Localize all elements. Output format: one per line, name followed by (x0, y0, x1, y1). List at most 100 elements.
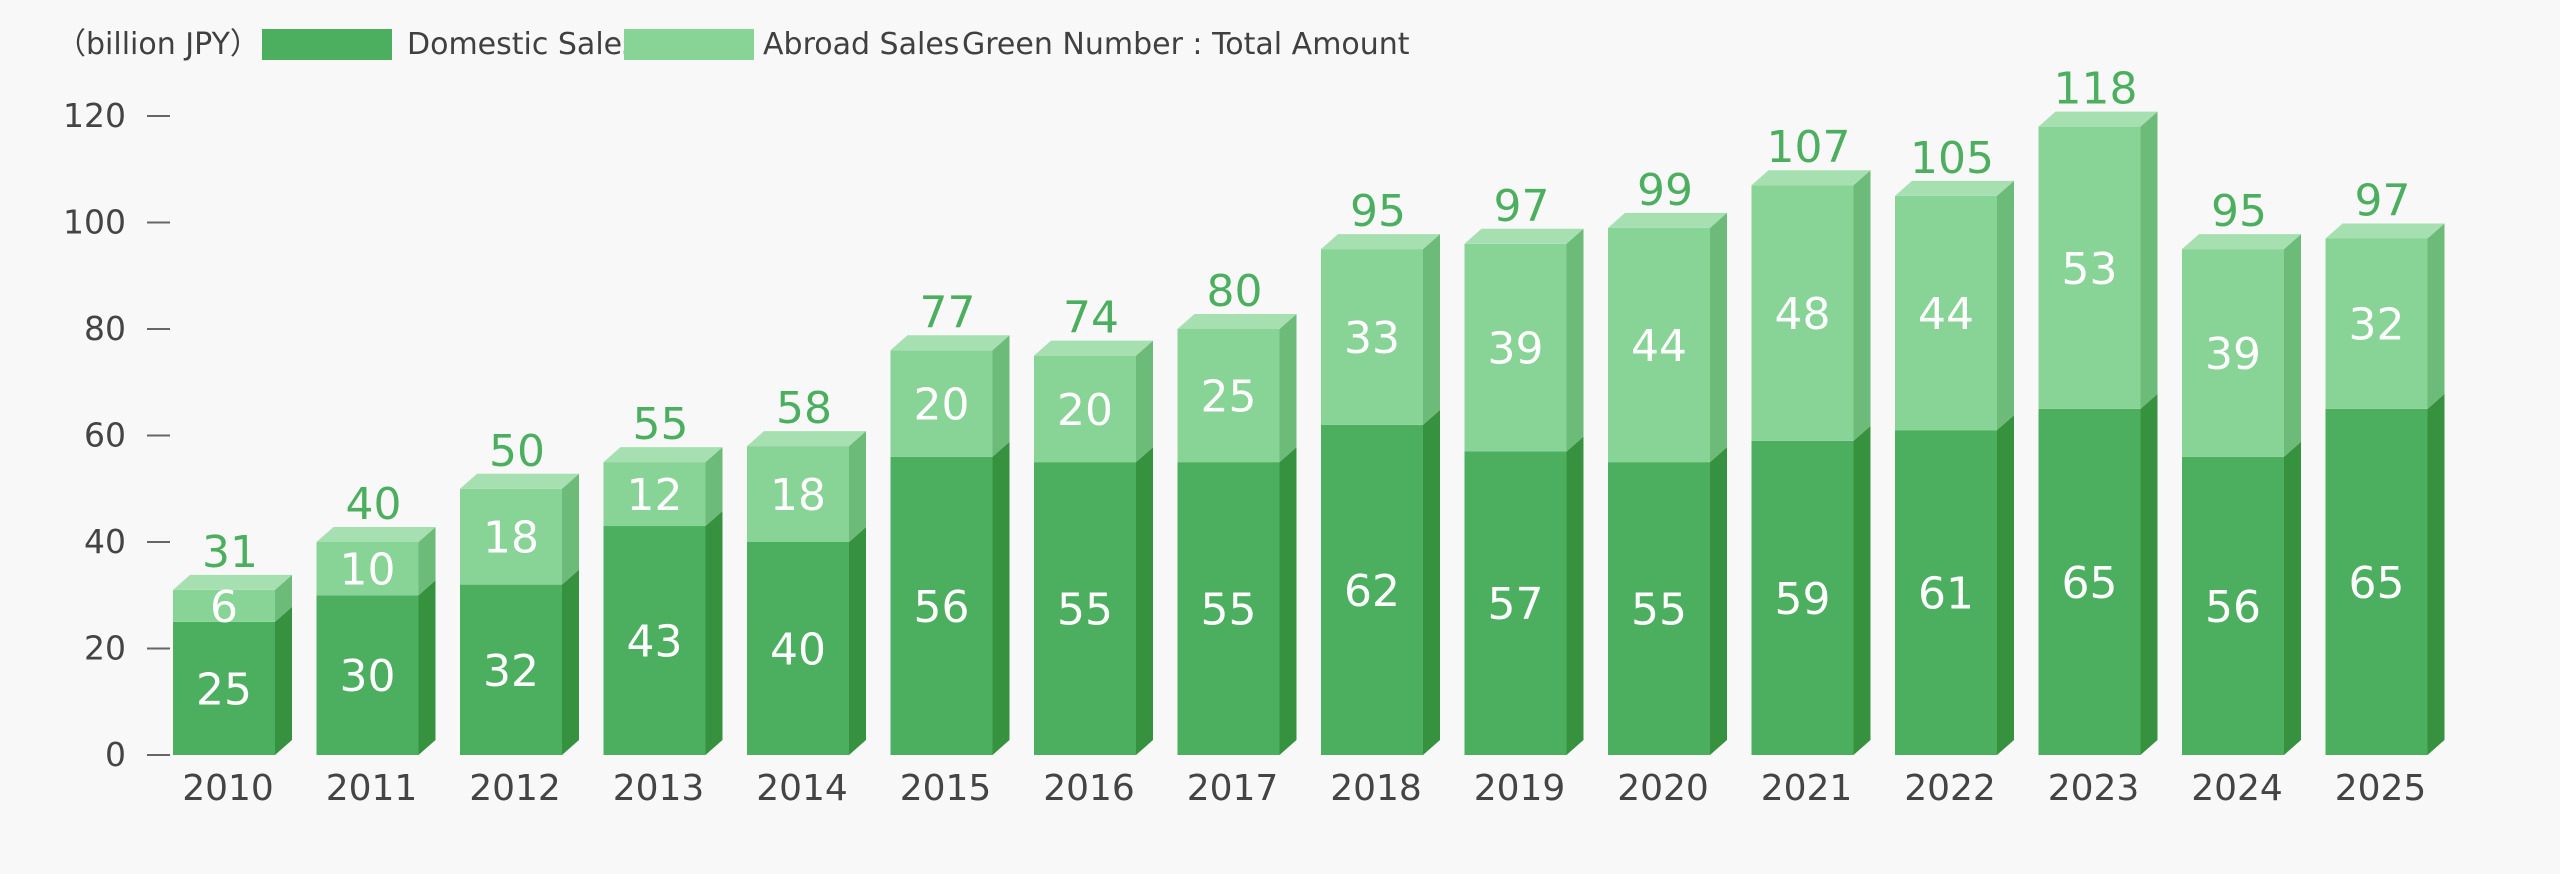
data-label-domestic-2020: 55 (1631, 585, 1687, 636)
data-label-abroad-2025: 32 (2349, 300, 2405, 351)
bar-domestic-2018 (1321, 424, 1423, 755)
bar-top-2013 (603, 447, 723, 463)
total-label-2019: 97 (1494, 181, 1550, 232)
bar-domestic-side-2017 (1279, 447, 1297, 755)
bar-group-2019: 57 39 97 (1464, 181, 1584, 755)
bar-abroad-side-2017 (1279, 314, 1297, 463)
total-label-2022: 105 (1910, 133, 1994, 184)
bar-domestic-2023 (2038, 408, 2141, 755)
bar-domestic-side-2021 (1853, 425, 1871, 755)
bar-domestic-2014 (747, 542, 849, 755)
bar-domestic-side-2015 (992, 441, 1010, 755)
bar-domestic-2020 (1608, 462, 1710, 755)
total-label-2020: 99 (1637, 165, 1693, 216)
data-label-domestic-2023: 65 (2062, 558, 2118, 609)
bar-domestic-side-2010 (275, 606, 292, 755)
bar-top-2014 (747, 431, 866, 447)
total-label-2023: 118 (2054, 64, 2138, 115)
bar-group-2025: 65 32 97 (2325, 175, 2445, 755)
bar-abroad-2016 (1034, 355, 1136, 463)
bar-domestic-side-2014 (849, 527, 866, 755)
bar-abroad-2025 (2325, 238, 2428, 409)
bar-top-2021 (1751, 170, 1871, 186)
y-tick-label-3: 60 (84, 416, 126, 455)
data-label-abroad-2011: 10 (340, 545, 396, 596)
legend-label-domestic: Domestic Sales (407, 27, 638, 62)
data-label-abroad-2021: 48 (1775, 289, 1831, 340)
bars-layer: 25 631 30 10 40 32 18 50 43 12 55 40 18 58 56 20 77 55 20 7… (173, 64, 2445, 755)
x-tick-label-2014: 2014 (756, 768, 848, 809)
bar-abroad-2017 (1177, 329, 1280, 463)
bar-abroad-2023 (2038, 126, 2141, 409)
bar-top-2015 (890, 335, 1010, 351)
total-label-2012: 50 (489, 426, 545, 477)
x-tick-label-2016: 2016 (1043, 768, 1135, 809)
data-label-abroad-2014: 18 (770, 470, 826, 521)
y-tick-label-6: 120 (63, 96, 126, 135)
data-label-abroad-2012: 18 (483, 513, 539, 564)
bar-top-2024 (2182, 234, 2301, 250)
bar-abroad-2015 (890, 350, 993, 457)
bar-top-2011 (316, 527, 436, 542)
x-tick-label-2021: 2021 (1761, 768, 1853, 809)
data-label-domestic-2013: 43 (627, 617, 683, 668)
data-label-domestic-2016: 55 (1057, 585, 1113, 636)
bar-abroad-side-2016 (1136, 340, 1153, 463)
bar-top-2023 (2038, 111, 2158, 127)
bar-group-2020: 55 44 99 (1608, 165, 1727, 755)
bar-domestic-side-2013 (705, 511, 723, 755)
bar-domestic-2024 (2182, 456, 2284, 755)
total-label-2014: 58 (776, 383, 832, 434)
bar-abroad-2020 (1608, 227, 1710, 463)
bar-domestic-2012 (460, 584, 562, 755)
bar-domestic-side-2025 (2427, 393, 2445, 755)
bar-domestic-side-2018 (1423, 409, 1440, 755)
data-label-abroad-2015: 20 (914, 380, 970, 431)
bar-domestic-2019 (1464, 451, 1567, 755)
bar-abroad-2010 (173, 589, 275, 622)
bar-domestic-2015 (890, 456, 993, 755)
bar-domestic-2010 (173, 621, 275, 755)
bar-domestic-side-2024 (2284, 441, 2301, 755)
total-label-2016: 74 (1063, 293, 1119, 344)
data-label-abroad-2020: 44 (1631, 321, 1687, 372)
data-label-abroad-2022: 44 (1918, 289, 1974, 340)
bar-group-2024: 56 39 95 (2182, 186, 2301, 755)
data-label-abroad-2018: 33 (1344, 313, 1400, 364)
data-label-domestic-2011: 30 (340, 651, 396, 702)
bar-abroad-side-2020 (1710, 212, 1727, 463)
data-label-domestic-2022: 61 (1918, 569, 1974, 620)
x-tick-label-2012: 2012 (469, 768, 561, 809)
bar-group-2016: 55 20 74 (1034, 293, 1153, 755)
bar-abroad-2022 (1895, 195, 1997, 431)
bar-domestic-2022 (1895, 430, 1997, 755)
y-tick-label-0: 0 (105, 735, 126, 774)
bar-top-2020 (1608, 212, 1727, 228)
bar-group-2023: 65 53 118 (2038, 64, 2158, 755)
total-label-2013: 55 (633, 399, 689, 450)
total-label-2015: 77 (920, 287, 976, 338)
bar-abroad-side-2022 (1997, 180, 2014, 431)
legend-swatch-domestic (262, 29, 392, 60)
bar-domestic-2021 (1751, 440, 1854, 755)
data-label-domestic-2019: 57 (1488, 579, 1544, 630)
x-tick-label-2017: 2017 (1187, 768, 1279, 809)
bar-top-2010 (173, 574, 292, 590)
bar-abroad-side-2014 (849, 431, 866, 542)
bar-abroad-2024 (2182, 249, 2284, 457)
bar-domestic-2016 (1034, 462, 1136, 755)
bar-group-2015: 56 20 77 (890, 287, 1010, 755)
legend-swatch-abroad (624, 29, 754, 60)
bar-abroad-2012 (460, 488, 562, 585)
bar-abroad-side-2025 (2427, 223, 2445, 409)
bar-domestic-side-2022 (1997, 415, 2014, 755)
bar-abroad-side-2010 (275, 574, 292, 622)
bar-abroad-2018 (1321, 249, 1423, 425)
bar-domestic-side-2020 (1710, 447, 1727, 755)
bar-abroad-2014 (747, 446, 849, 542)
bar-abroad-2011 (316, 542, 419, 596)
x-axis: 2010 2011 2012 2013 2014 2015 2016 2017 2018 2019… (182, 768, 2426, 809)
x-tick-label-2024: 2024 (2191, 768, 2283, 809)
data-label-domestic-2024: 56 (2205, 582, 2261, 633)
